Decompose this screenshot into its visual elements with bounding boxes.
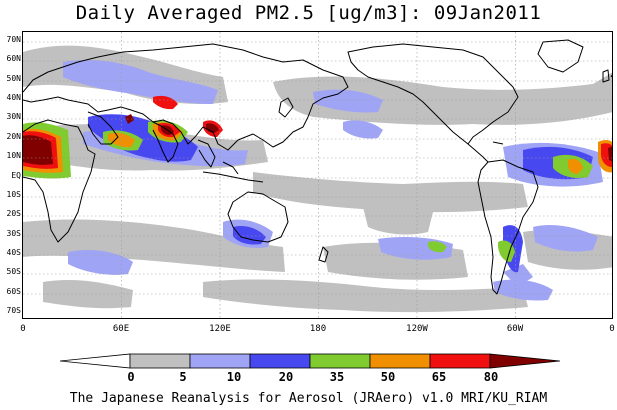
lat-label: 60S [6, 287, 21, 296]
lon-label: 180 [309, 324, 327, 334]
colorbar-label: 80 [483, 370, 499, 384]
lat-label: 30S [6, 229, 21, 238]
pm25-map [22, 31, 613, 319]
lat-label: 40S [6, 248, 21, 257]
lat-label: 50S [6, 267, 21, 276]
lon-label: 120E [209, 324, 231, 334]
lon-label: 0 [609, 324, 615, 334]
lat-label: 70S [6, 306, 21, 315]
colorbar-segment [60, 353, 131, 369]
colorbar-label: 35 [329, 370, 345, 384]
lat-label: 50N [6, 74, 21, 83]
lat-label: 60N [6, 54, 21, 63]
colorbar-label: 10 [226, 370, 242, 384]
colorbar-segment [129, 353, 191, 369]
colorbar-segment [489, 353, 560, 369]
colorbar-label: 65 [431, 370, 447, 384]
colorbar-segment [429, 353, 491, 369]
lat-label: 10S [6, 190, 21, 199]
colorbar [60, 353, 560, 369]
lon-label: 0 [20, 324, 26, 334]
lon-label: 120W [406, 324, 428, 334]
lon-label: 60W [506, 324, 524, 334]
lon-label: 60E [112, 324, 130, 334]
colorbar-segment [309, 353, 371, 369]
lat-label: 40N [6, 93, 21, 102]
colorbar-label: 5 [179, 370, 187, 384]
footer-credit: The Japanese Reanalysis for Aerosol (JRA… [69, 391, 548, 406]
lat-label: 10N [6, 151, 21, 160]
map-title: Daily Averaged PM2.5 [ug/m3]: 09Jan2011 [75, 2, 542, 24]
lat-label: 20S [6, 209, 21, 218]
colorbar-label: 50 [380, 370, 396, 384]
lat-label: 30N [6, 112, 21, 121]
lat-label: EQ [11, 171, 21, 180]
colorbar-segment [189, 353, 251, 369]
colorbar-label: 0 [127, 370, 135, 384]
colorbar-segment [369, 353, 431, 369]
lat-label: 20N [6, 132, 21, 141]
map-canvas [23, 32, 612, 318]
colorbar-segment [249, 353, 311, 369]
lat-label: 70N [6, 35, 21, 44]
colorbar-label: 20 [278, 370, 294, 384]
coastlines [23, 39, 612, 295]
